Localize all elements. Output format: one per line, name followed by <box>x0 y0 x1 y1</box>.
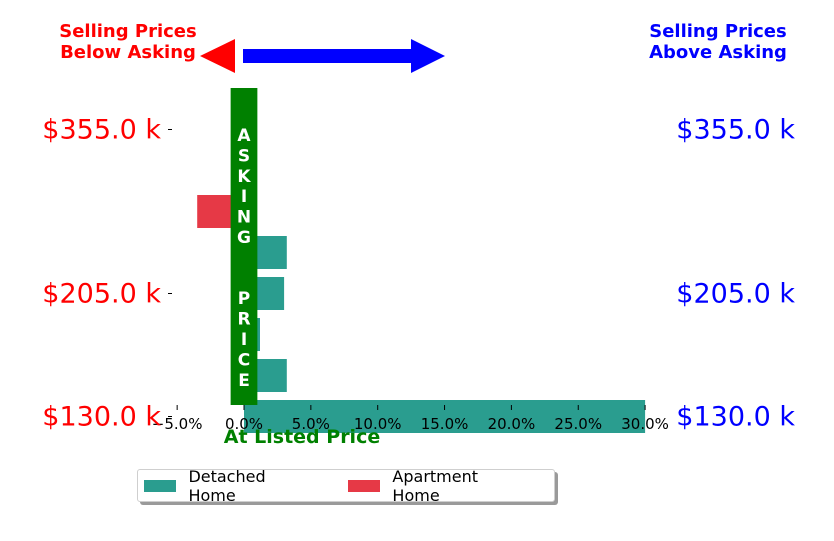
x-tick-label-2: 5.0% <box>292 415 330 433</box>
asking-price-letter-12: E <box>238 371 250 391</box>
below-asking-annotation: Selling Prices Below Asking <box>40 21 216 63</box>
asking-price-letter-3: I <box>241 187 247 207</box>
x-tick-label-1: 0.0% <box>225 415 263 433</box>
y-tick-label-left-2: $130.0 k <box>42 402 161 433</box>
asking-price-letter-0: A <box>237 126 251 146</box>
asking-price-band <box>230 88 258 405</box>
x-tick-label-3: 10.0% <box>354 415 402 433</box>
above-asking-line1: Selling Prices <box>649 21 787 42</box>
legend-label-detached: Detached Home <box>188 466 266 505</box>
legend-item-detached: Detached Home <box>144 467 312 505</box>
y-tick-label-left-1: $205.0 k <box>42 279 161 310</box>
below-asking-line1: Selling Prices <box>59 21 197 42</box>
left-arrow-icon <box>200 39 235 73</box>
asking-price-letter-11: C <box>238 350 250 370</box>
x-tick-label-4: 15.0% <box>421 415 469 433</box>
x-tick-label-7: 30.0% <box>621 415 669 433</box>
above-asking-line2: Above Asking <box>649 42 787 63</box>
asking-price-letter-8: P <box>238 289 250 309</box>
bars-group <box>197 154 646 433</box>
asking-price-letter-1: S <box>238 146 250 166</box>
right-arrow-icon <box>411 39 445 73</box>
legend-swatch-apartment <box>347 479 381 492</box>
y-tick-label-right-2: $130.0 k <box>676 402 795 433</box>
below-asking-line2: Below Asking <box>60 42 196 63</box>
legend-item-apartment: Apartment Home <box>347 466 524 505</box>
y-tick-label-right-0: $355.0 k <box>676 115 795 146</box>
x-tick-label-6: 25.0% <box>554 415 602 433</box>
asking-price-letter-2: K <box>237 167 251 187</box>
asking-price-letter-4: N <box>237 208 251 228</box>
asking-price-letter-5: G <box>237 228 251 248</box>
arrows-group <box>200 39 445 73</box>
at-listed-price-label: At Listed Price <box>223 426 381 448</box>
y-tick-label-right-1: $205.0 k <box>676 279 795 310</box>
legend-label-apartment: Apartment Home <box>392 466 479 505</box>
right-arrow-shaft <box>243 49 411 63</box>
x-tick-label-5: 20.0% <box>488 415 536 433</box>
asking-price-letter-9: R <box>237 310 250 330</box>
legend: Detached Home Apartment Home <box>137 466 555 505</box>
legend-swatch-detached <box>144 479 177 492</box>
y-tick-label-left-0: $355.0 k <box>42 115 161 146</box>
above-asking-annotation: Selling Prices Above Asking <box>620 21 816 63</box>
x-tick-label-0: −5.0% <box>152 415 203 433</box>
asking-price-letter-10: I <box>241 330 247 350</box>
ticks-group: −5.0% 0.0% 5.0% 10.0% 15.0% 20.0% 25.0% 30.0% $3… <box>42 115 795 434</box>
